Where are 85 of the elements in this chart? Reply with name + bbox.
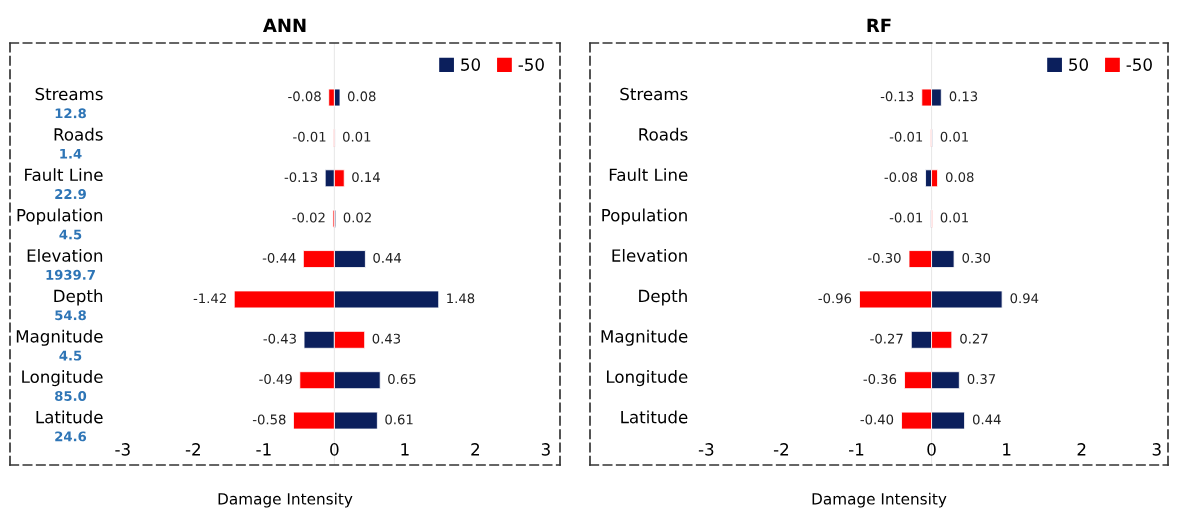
annotation: 4.5 [59,229,82,240]
data-label: -0.08 [288,91,321,102]
data-label: 0.01 [342,131,371,142]
data-label: -0.49 [259,374,292,385]
legend-label: 50 [461,58,480,71]
y-tick-label: Magnitude [601,329,688,346]
x-tick-label: 0 [927,443,936,456]
y-tick-label: Population [602,208,687,225]
data-label: 0.65 [388,374,416,385]
data-label: 0.43 [372,333,401,344]
data-label: -0.27 [870,333,903,344]
data-label: 0.37 [967,374,996,385]
data-label: 0.44 [972,414,1001,425]
y-tick-label: Depth [639,289,687,306]
annotation: 24.6 [55,431,87,442]
chart-title: ANN [262,18,306,32]
legend-label: -50 [1126,58,1152,71]
data-label: 0.61 [385,414,413,425]
annotation: 85.0 [55,391,87,401]
x-tick-label: -3 [698,443,714,456]
data-label: 0.94 [1010,293,1039,304]
x-tick-label: 1 [1003,443,1011,456]
data-label: 0.13 [949,91,978,102]
data-label: 0.44 [373,252,402,263]
y-tick-label: Elevation [612,248,687,262]
annotation: 12.8 [55,108,86,119]
data-label: -0.96 [818,293,852,304]
data-label: -0.02 [292,212,325,223]
x-tick-label: -1 [848,443,864,456]
data-label: 0.02 [343,212,371,223]
y-tick-label: Latitude [621,410,688,424]
legend-label: 50 [1069,58,1088,71]
y-tick-label: Magnitude [16,329,103,346]
data-label: 0.30 [962,252,991,263]
y-tick-label: Roads [639,127,688,141]
data-label: -0.01 [293,131,326,142]
annotation: 4.5 [59,350,82,361]
x-axis-title: Damage Intensity [812,492,947,508]
data-label: 0.01 [940,131,968,142]
y-tick-label: Elevation [27,248,103,262]
data-label: 0.14 [352,172,380,183]
x-tick-label: 0 [330,443,339,456]
y-tick-label: Depth [54,289,103,306]
data-label: -0.13 [284,172,318,183]
data-label: -0.13 [880,91,914,102]
data-label: 1.48 [447,293,475,304]
chart-title: RF [867,18,891,32]
x-tick-label: 2 [471,443,480,456]
y-tick-label: Longitude [607,370,688,387]
y-tick-label: Population [17,208,103,225]
legend-label: -50 [518,58,544,71]
data-label: 0.27 [960,333,988,344]
data-label: -0.40 [860,414,894,425]
x-tick-label: 3 [541,443,550,456]
data-label: -0.08 [884,172,918,183]
annotation: 22.9 [55,189,86,200]
x-tick-label: -2 [773,443,789,456]
data-label: -0.58 [252,414,286,425]
annotation: 54.8 [55,310,86,321]
y-tick-label: Longitude [22,370,103,387]
data-label: 0.08 [945,172,974,183]
x-tick-label: 1 [401,443,409,456]
x-tick-label: -3 [115,443,130,456]
data-label: -0.44 [262,252,296,263]
y-tick-label: Streams [35,87,103,101]
x-tick-label: -1 [256,443,271,456]
data-label: -0.30 [868,252,901,263]
data-label: -0.01 [889,131,923,142]
data-label: -0.01 [889,212,923,223]
data-label: 0.01 [940,212,968,223]
annotation: 1.4 [60,148,82,159]
y-tick-label: Fault Line [609,168,688,182]
x-axis-title: Damage Intensity [218,492,353,508]
x-tick-label: -2 [185,443,200,456]
annotation: 1939.7 [46,269,95,280]
data-label: -0.36 [863,374,897,385]
y-tick-label: Fault Line [25,168,103,182]
y-tick-label: Streams [620,87,688,101]
y-tick-label: Latitude [36,410,103,424]
y-tick-label: Roads [54,127,103,141]
data-label: -0.43 [263,333,296,344]
x-tick-label: 3 [1152,443,1161,456]
x-tick-label: 2 [1077,443,1086,456]
data-label: 0.08 [347,91,376,102]
data-label: -1.42 [193,293,226,304]
